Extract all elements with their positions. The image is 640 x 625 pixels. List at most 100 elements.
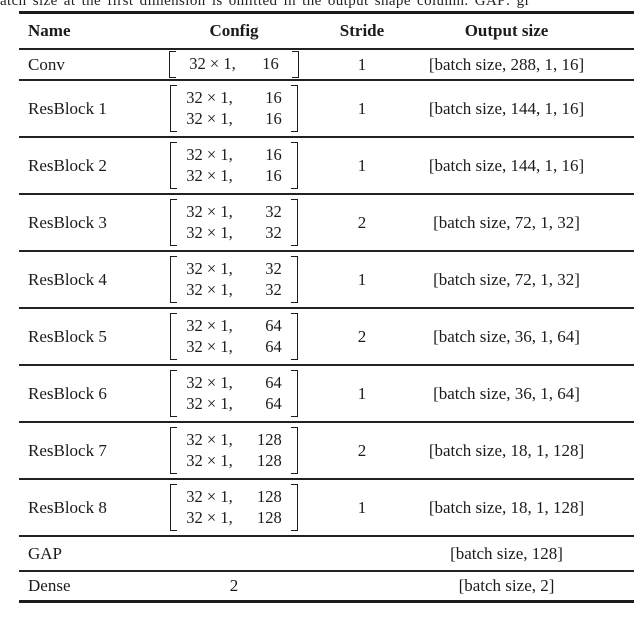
header-stride: Stride <box>339 21 385 40</box>
row-stride-cell: 1 <box>357 98 367 118</box>
row-name-cell: ResBlock 1 <box>28 98 107 118</box>
row-stride-cell: 1 <box>357 383 367 403</box>
row-config-cell: 32 × 1, 32 32 × 1, 32 <box>150 195 318 250</box>
config-matrix-body: 32 × 1, 32 32 × 1, 32 <box>177 199 290 246</box>
config-matrix-body: 32 × 1, 16 32 × 1, 16 <box>177 85 290 132</box>
row-stride-cell: 1 <box>357 155 367 175</box>
config-matrix: 32 × 1, 64 32 × 1, 64 <box>170 312 298 361</box>
row-stride-cell: 1 <box>357 269 367 289</box>
config-filters: 16 <box>265 165 282 185</box>
row-name-cell: Conv <box>28 54 65 74</box>
left-bracket <box>170 255 178 304</box>
row-stride-cell <box>318 537 406 570</box>
config-filters: 128 <box>256 450 282 470</box>
left-bracket <box>170 84 178 133</box>
row-name-cell: ResBlock 4 <box>28 269 107 289</box>
config-filters: 32 <box>265 279 282 299</box>
row-name-cell: GAP <box>28 543 63 563</box>
config-filters: 64 <box>265 315 282 335</box>
config-kernel: 32 × 1, <box>186 486 233 506</box>
config-matrix: 32 × 1, 128 32 × 1, 128 <box>170 483 298 532</box>
config-kernel: 32 × 1, <box>186 372 233 392</box>
config-matrix-body: 32 × 1, 128 32 × 1, 128 <box>177 427 290 474</box>
config-matrix-body: 32 × 1, 128 32 × 1, 128 <box>177 484 290 531</box>
config-filters: 32 <box>265 222 282 242</box>
config-kernel: 32 × 1, <box>186 108 233 128</box>
left-bracket <box>170 483 178 532</box>
config-matrix: 32 × 1, 128 32 × 1, 128 <box>170 426 298 475</box>
row-config-cell: 32 × 1, 64 32 × 1, 64 <box>150 366 318 421</box>
config-kernel: 32 × 1, <box>186 336 233 356</box>
row-stride-cell: 2 <box>357 440 367 460</box>
right-bracket <box>290 312 298 361</box>
right-bracket <box>290 84 298 133</box>
row-config-cell: 32 × 1, 128 32 × 1, 128 <box>150 423 318 478</box>
architecture-table: Name Config Stride Output size Conv 32 × … <box>19 11 634 603</box>
config-kernel: 32 × 1, <box>186 315 233 335</box>
left-bracket <box>170 141 178 190</box>
row-output-cell: [batch size, 72, 1, 32] <box>433 212 580 232</box>
config-matrix: 32 × 1, 16 32 × 1, 16 <box>170 84 298 133</box>
table-row: ResBlock 3 32 × 1, 32 32 × 1, 32 2 [batch size… <box>19 193 634 250</box>
row-stride-cell: 2 <box>357 212 367 232</box>
row-config-cell: 32 × 1, 16 32 × 1, 16 <box>150 138 318 193</box>
row-stride-cell: 1 <box>357 54 367 74</box>
table-row: ResBlock 1 32 × 1, 16 32 × 1, 16 1 [batch size… <box>19 79 634 136</box>
config-kernel: 32 × 1, <box>186 450 233 470</box>
config-filters: 16 <box>262 54 279 74</box>
config-filters: 16 <box>265 108 282 128</box>
config-filters: 64 <box>265 393 282 413</box>
config-filters: 16 <box>265 144 282 164</box>
table-row: ResBlock 8 32 × 1, 128 32 × 1, 128 1 [batch si… <box>19 478 634 535</box>
table-row: Dense 2 [batch size, 2] <box>19 570 634 600</box>
row-config-cell: 32 × 1, 16 32 × 1, 16 <box>150 81 318 136</box>
row-config-cell: 32 × 1, 128 32 × 1, 128 <box>150 480 318 535</box>
row-name-cell: ResBlock 6 <box>28 383 107 403</box>
config-filters: 128 <box>256 507 282 527</box>
config-matrix-body: 32 × 1, 16 32 × 1, 16 <box>177 142 290 189</box>
left-bracket <box>170 198 178 247</box>
row-config-cell: 2 <box>229 576 239 595</box>
config-matrix-body: 32 × 1, 16 <box>176 51 291 78</box>
row-name-cell: ResBlock 7 <box>28 440 107 460</box>
right-bracket <box>291 51 299 78</box>
config-filters: 32 <box>265 201 282 221</box>
row-name-cell: ResBlock 2 <box>28 155 107 175</box>
table-row: ResBlock 2 32 × 1, 16 32 × 1, 16 1 [batch size… <box>19 136 634 193</box>
config-filters: 64 <box>265 372 282 392</box>
config-matrix: 32 × 1, 16 <box>169 51 299 78</box>
right-bracket <box>290 426 298 475</box>
left-bracket <box>170 369 178 418</box>
table-row: ResBlock 6 32 × 1, 64 32 × 1, 64 1 [batch size… <box>19 364 634 421</box>
row-stride-cell <box>318 572 406 600</box>
header-config: Config <box>209 21 259 40</box>
row-name-cell: ResBlock 5 <box>28 326 107 346</box>
config-kernel: 32 × 1, <box>186 201 233 221</box>
left-bracket <box>169 51 177 78</box>
row-output-cell: [batch size, 288, 1, 16] <box>428 54 585 74</box>
config-matrix-body: 32 × 1, 32 32 × 1, 32 <box>177 256 290 303</box>
config-filters: 64 <box>265 336 282 356</box>
row-output-cell: [batch size, 36, 1, 64] <box>433 383 580 403</box>
left-bracket <box>170 426 178 475</box>
row-config-cell: 32 × 1, 16 <box>150 50 318 79</box>
table-header-row: Name Config Stride Output size <box>19 14 634 48</box>
config-kernel: 32 × 1, <box>186 429 233 449</box>
caption-text: atch size at the first dimension is omit… <box>0 0 530 9</box>
table-row: ResBlock 5 32 × 1, 64 32 × 1, 64 2 [batch size… <box>19 307 634 364</box>
table-row: GAP [batch size, 128] <box>19 535 634 570</box>
row-stride-cell: 1 <box>357 497 367 517</box>
row-output-cell: [batch size, 144, 1, 16] <box>428 155 585 175</box>
config-matrix-body: 32 × 1, 64 32 × 1, 64 <box>177 313 290 360</box>
row-output-cell: [batch size, 18, 1, 128] <box>428 440 585 460</box>
right-bracket <box>290 369 298 418</box>
config-filters: 32 <box>265 258 282 278</box>
config-kernel: 32 × 1, <box>186 144 233 164</box>
row-config-cell: 32 × 1, 64 32 × 1, 64 <box>150 309 318 364</box>
row-output-cell: [batch size, 36, 1, 64] <box>433 326 580 346</box>
row-output-cell: [batch size, 72, 1, 32] <box>433 269 580 289</box>
config-kernel: 32 × 1, <box>189 54 236 74</box>
config-kernel: 32 × 1, <box>186 279 233 299</box>
row-output-cell: [batch size, 2] <box>458 576 555 595</box>
